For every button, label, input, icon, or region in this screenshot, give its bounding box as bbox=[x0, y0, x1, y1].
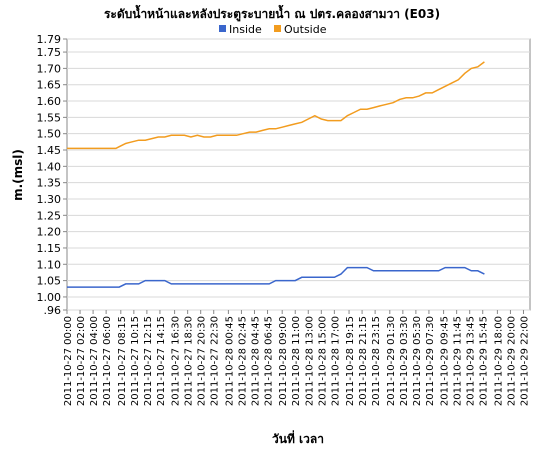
x-axis-ticks: 2011-10-27 00:00 2011-10-27 02:00 2011-10-… bbox=[63, 310, 530, 406]
x-tick-label: 2011-10-29 09:45 bbox=[440, 316, 451, 406]
x-tick-label: 2011-10-28 06:45 bbox=[264, 316, 275, 406]
x-tick-label: 2011-10-29 03:30 bbox=[399, 316, 410, 406]
y-tick-label: 1.15 bbox=[37, 242, 62, 255]
x-tick-label: 2011-10-28 02:45 bbox=[237, 316, 248, 406]
y-tick-label: 1.70 bbox=[37, 62, 62, 75]
y-tick-label: 1.55 bbox=[37, 111, 62, 124]
chart-title: ระดับน้ำหน้าและหลังประตูระบายน้ำ ณ ปตร.ค… bbox=[104, 4, 440, 22]
legend-swatch-inside bbox=[219, 25, 226, 32]
x-tick-label: 2011-10-28 11:00 bbox=[291, 316, 302, 406]
x-tick-label: 2011-10-29 07:30 bbox=[425, 316, 436, 406]
x-tick-label: 2011-10-28 23:15 bbox=[371, 316, 382, 406]
x-tick-label: 2011-10-28 15:00 bbox=[317, 316, 328, 406]
y-tick-label: 1.40 bbox=[37, 160, 62, 173]
plot-area bbox=[66, 38, 531, 311]
x-tick-label: 2011-10-27 06:00 bbox=[102, 316, 113, 406]
y-tick-label: 1.75 bbox=[37, 46, 62, 59]
y-tick-label: 1.30 bbox=[37, 193, 62, 206]
x-tick-label: 2011-10-29 18:00 bbox=[493, 316, 504, 406]
x-tick-label: 2011-10-29 01:30 bbox=[386, 316, 397, 406]
x-tick-label: 2011-10-29 13:45 bbox=[466, 316, 477, 406]
y-tick-label: 1.20 bbox=[37, 226, 62, 239]
x-tick-label: 2011-10-28 00:45 bbox=[224, 316, 235, 406]
x-tick-label: 2011-10-29 15:45 bbox=[479, 316, 490, 406]
y-tick-label: 1.00 bbox=[37, 291, 62, 304]
x-axis-label: วันที่ เวลา bbox=[272, 430, 324, 446]
legend-label-outside: Outside bbox=[284, 23, 327, 36]
y-tick-label: 1.35 bbox=[37, 177, 62, 190]
x-tick-label: 2011-10-28 19:15 bbox=[345, 316, 356, 406]
x-tick-label: 2011-10-27 14:15 bbox=[156, 316, 167, 406]
y-tick-label: 1.65 bbox=[37, 79, 62, 92]
y-tick-label: 1.50 bbox=[37, 128, 62, 141]
x-tick-label: 2011-10-27 08:15 bbox=[117, 316, 128, 406]
x-tick-label: 2011-10-27 10:15 bbox=[130, 316, 141, 406]
x-tick-label: 2011-10-27 02:00 bbox=[76, 316, 87, 406]
x-tick-label: 2011-10-28 04:45 bbox=[250, 316, 261, 406]
legend-swatch-outside bbox=[274, 25, 281, 32]
x-tick-label: 2011-10-27 22:30 bbox=[210, 316, 221, 406]
x-tick-label: 2011-10-27 12:15 bbox=[143, 316, 154, 406]
x-tick-label: 2011-10-29 05:30 bbox=[412, 316, 423, 406]
x-tick-label: 2011-10-27 00:00 bbox=[63, 316, 74, 406]
x-tick-label: 2011-10-27 16:30 bbox=[171, 316, 182, 406]
x-tick-label: 2011-10-28 09:00 bbox=[278, 316, 289, 406]
x-tick-label: 2011-10-29 20:00 bbox=[506, 316, 517, 406]
x-tick-label: 2011-10-27 04:00 bbox=[89, 316, 100, 406]
series-line-outside bbox=[67, 61, 485, 150]
y-tick-label: 1.79 bbox=[37, 33, 62, 46]
x-tick-label: 2011-10-28 21:15 bbox=[358, 316, 369, 406]
y-axis-ticks: .961.00 1.05 1.10 1.15 1.20 1.25 1.30 1.35 1.40 1… bbox=[37, 33, 67, 317]
y-tick-label: 1.45 bbox=[37, 144, 62, 157]
x-tick-label: 2011-10-29 11:45 bbox=[453, 316, 464, 406]
y-tick-label: 1.60 bbox=[37, 95, 62, 108]
x-tick-label: 2011-10-27 20:30 bbox=[197, 316, 208, 406]
y-tick-label: 1.05 bbox=[37, 275, 62, 288]
x-tick-label: 2011-10-28 13:00 bbox=[304, 316, 315, 406]
y-tick-label: 1.25 bbox=[37, 209, 62, 222]
x-tick-label: 2011-10-28 17:00 bbox=[330, 316, 341, 406]
series-line-inside bbox=[67, 266, 485, 288]
chart-legend: Inside Outside bbox=[219, 23, 327, 36]
y-tick-label: .96 bbox=[44, 304, 62, 317]
legend-label-inside: Inside bbox=[229, 23, 262, 36]
y-tick-label: 1.10 bbox=[37, 258, 62, 271]
x-tick-label: 2011-10-29 22:00 bbox=[519, 316, 530, 406]
y-axis-label: m.(msl) bbox=[11, 149, 25, 201]
series-lines bbox=[67, 61, 485, 288]
grid-lines bbox=[67, 38, 530, 311]
x-tick-label: 2011-10-27 18:30 bbox=[184, 316, 195, 406]
